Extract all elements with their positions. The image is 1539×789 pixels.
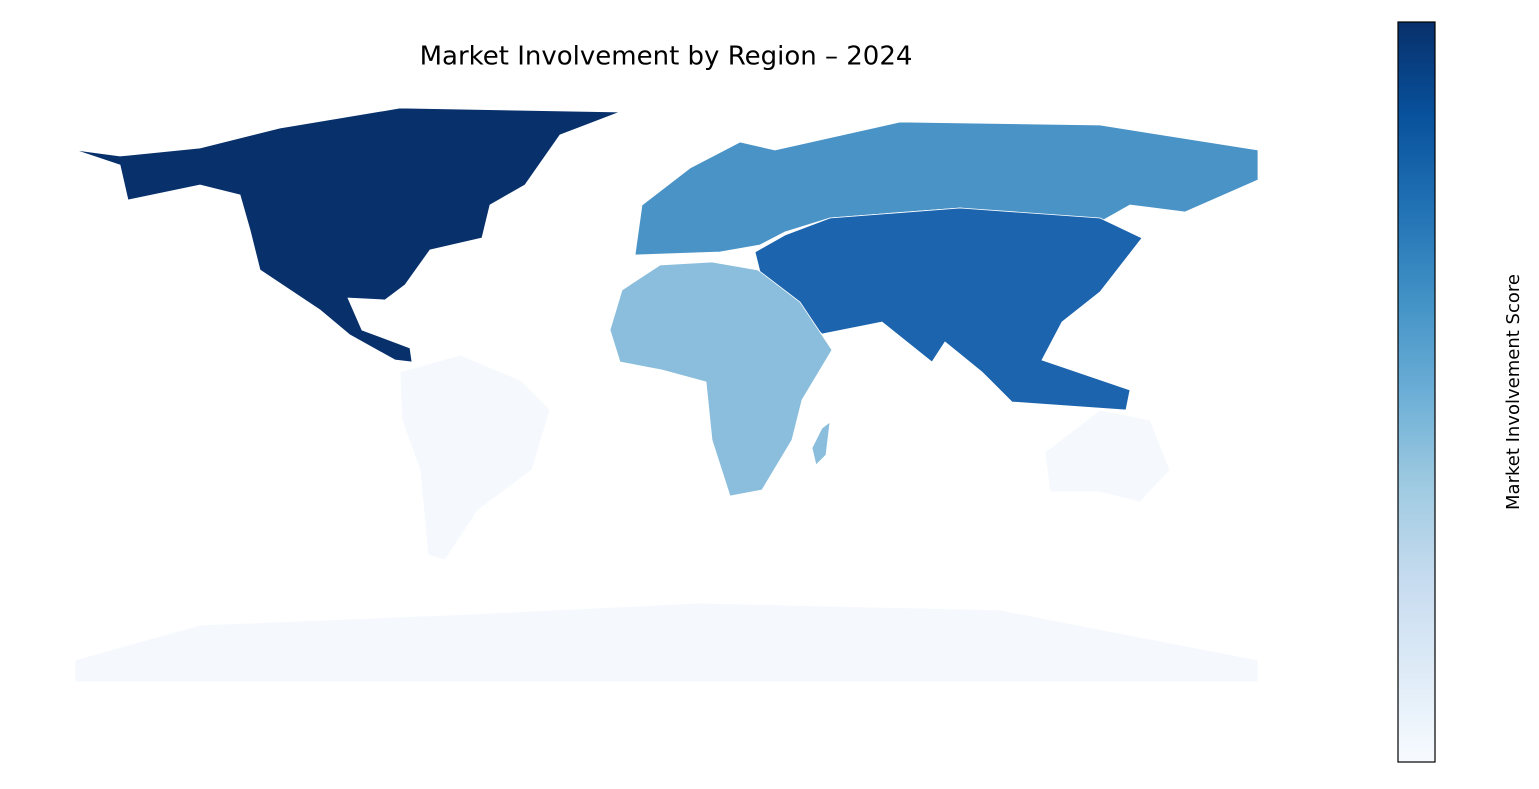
region-asia xyxy=(754,207,1143,411)
region-europe xyxy=(634,121,1259,256)
region-south-america xyxy=(399,354,551,561)
region-oceania xyxy=(1044,409,1171,503)
chart-title: Market Involvement by Region – 2024 xyxy=(420,42,913,72)
region-antarctica xyxy=(74,602,1259,683)
region-north-america xyxy=(74,107,621,363)
colorbar-label: Market Involvement Score xyxy=(1503,274,1524,510)
region-africa xyxy=(609,261,833,497)
map xyxy=(74,107,1259,683)
colorbar xyxy=(1397,21,1436,763)
region-madagascar xyxy=(811,421,831,466)
